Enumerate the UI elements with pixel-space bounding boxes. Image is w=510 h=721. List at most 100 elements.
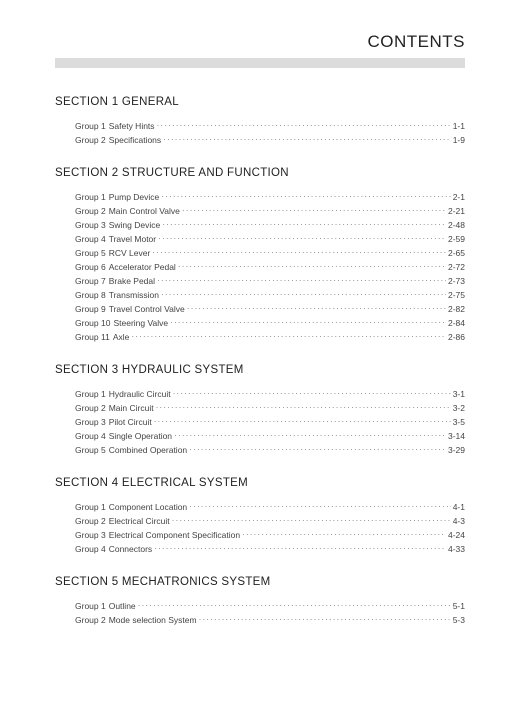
group-name: Main Control Valve xyxy=(109,204,180,218)
group-name: Accelerator Pedal xyxy=(109,260,176,274)
group-prefix: Group 11 xyxy=(75,330,110,344)
group-prefix: Group 3 xyxy=(75,218,106,232)
page-number: 2-72 xyxy=(448,260,465,274)
contents-title: CONTENTS xyxy=(55,32,465,52)
group-row: Group 1Outline5-1 xyxy=(75,599,465,613)
group-name: Mode selection System xyxy=(109,613,197,627)
group-row: Group 1Component Location4-1 xyxy=(75,500,465,514)
group-name: Single Operation xyxy=(109,429,172,443)
leader-dots xyxy=(162,217,446,231)
group-prefix: Group 1 xyxy=(75,119,106,133)
page-number: 2-59 xyxy=(448,232,465,246)
page-number: 2-48 xyxy=(448,218,465,232)
group-row: Group 6Accelerator Pedal 2-72 xyxy=(75,260,465,274)
page-number: 2-86 xyxy=(448,330,465,344)
group-list: Group 1Pump Device2-1Group 2Main Control… xyxy=(55,190,465,344)
group-row: Group 2Electrical Circuit4-3 xyxy=(75,514,465,528)
group-name: Electrical Component Specification xyxy=(109,528,240,542)
group-name: Swing Device xyxy=(109,218,161,232)
group-name: Transmission xyxy=(109,288,159,302)
group-prefix: Group 4 xyxy=(75,232,106,246)
group-row: Group 2Specifications1-9 xyxy=(75,133,465,147)
page-number: 3-2 xyxy=(453,401,465,415)
leader-dots xyxy=(156,400,451,414)
group-prefix: Group 1 xyxy=(75,387,106,401)
group-row: Group 1Pump Device2-1 xyxy=(75,190,465,204)
section-heading: SECTION 1 GENERAL xyxy=(55,96,465,108)
section-heading: SECTION 4 ELECTRICAL SYSTEM xyxy=(55,477,465,489)
leader-dots xyxy=(187,301,446,315)
page-number: 2-82 xyxy=(448,302,465,316)
leader-dots xyxy=(172,513,451,527)
leader-dots xyxy=(152,245,446,259)
group-row: Group 4Travel Motor 2-59 xyxy=(75,232,465,246)
group-name: Combined Operation xyxy=(109,443,187,457)
group-row: Group 3Electrical Component Specificatio… xyxy=(75,528,465,542)
group-prefix: Group 8 xyxy=(75,288,106,302)
group-name: Main Circuit xyxy=(109,401,154,415)
group-name: RCV Lever xyxy=(109,246,151,260)
group-prefix: Group 2 xyxy=(75,514,106,528)
sections-container: SECTION 1 GENERALGroup 1Safety Hints1-1G… xyxy=(55,96,465,627)
group-prefix: Group 1 xyxy=(75,500,106,514)
leader-dots xyxy=(178,259,446,273)
group-list: Group 1Outline5-1Group 2Mode selection S… xyxy=(55,599,465,627)
group-list: Group 1Hydraulic Circuit3-1Group 2Main C… xyxy=(55,387,465,457)
group-row: Group 4Connectors4-33 xyxy=(75,542,465,556)
group-prefix: Group 7 xyxy=(75,274,106,288)
group-row: Group 1Hydraulic Circuit3-1 xyxy=(75,387,465,401)
group-prefix: Group 6 xyxy=(75,260,106,274)
group-prefix: Group 2 xyxy=(75,401,106,415)
group-prefix: Group 5 xyxy=(75,246,106,260)
group-prefix: Group 10 xyxy=(75,316,110,330)
page-number: 2-75 xyxy=(448,288,465,302)
leader-dots xyxy=(161,287,446,301)
page-number: 4-24 xyxy=(448,528,465,542)
group-row: Group 3Swing Device 2-48 xyxy=(75,218,465,232)
page-number: 1-1 xyxy=(453,119,465,133)
page-number: 2-65 xyxy=(448,246,465,260)
group-prefix: Group 4 xyxy=(75,429,106,443)
group-row: Group 7Brake Pedal2-73 xyxy=(75,274,465,288)
page-number: 2-73 xyxy=(448,274,465,288)
group-prefix: Group 2 xyxy=(75,613,106,627)
group-prefix: Group 5 xyxy=(75,443,106,457)
leader-dots xyxy=(174,428,446,442)
group-prefix: Group 3 xyxy=(75,415,106,429)
group-name: Steering Valve xyxy=(113,316,168,330)
group-prefix: Group 3 xyxy=(75,528,106,542)
page-number: 1-9 xyxy=(453,133,465,147)
group-name: Travel Control Valve xyxy=(109,302,185,316)
leader-dots xyxy=(242,527,446,541)
section-heading: SECTION 5 MECHATRONICS SYSTEM xyxy=(55,576,465,588)
leader-dots xyxy=(189,499,451,513)
group-prefix: Group 2 xyxy=(75,204,106,218)
page-number: 5-3 xyxy=(453,613,465,627)
group-prefix: Group 4 xyxy=(75,542,106,556)
group-row: Group 3Pilot Circuit3-5 xyxy=(75,415,465,429)
page-number: 3-14 xyxy=(448,429,465,443)
group-prefix: Group 2 xyxy=(75,133,106,147)
group-prefix: Group 1 xyxy=(75,190,106,204)
page-number: 3-29 xyxy=(448,443,465,457)
leader-dots xyxy=(189,442,446,456)
group-name: Travel Motor xyxy=(109,232,156,246)
page-number: 2-84 xyxy=(448,316,465,330)
group-row: Group 1Safety Hints 1-1 xyxy=(75,119,465,133)
group-name: Safety Hints xyxy=(109,119,155,133)
group-row: Group 2Main Circuit 3-2 xyxy=(75,401,465,415)
group-name: Outline xyxy=(109,599,136,613)
section: SECTION 2 STRUCTURE AND FUNCTION Group 1P… xyxy=(55,167,465,344)
leader-dots xyxy=(161,189,450,203)
page-number: 4-3 xyxy=(453,514,465,528)
page-number: 3-1 xyxy=(453,387,465,401)
page-number: 3-5 xyxy=(453,415,465,429)
section: SECTION 4 ELECTRICAL SYSTEM Group 1Compon… xyxy=(55,477,465,556)
group-row: Group 5RCV Lever 2-65 xyxy=(75,246,465,260)
group-list: Group 1Component Location4-1Group 2Elect… xyxy=(55,500,465,556)
leader-dots xyxy=(154,541,446,555)
page-number: 5-1 xyxy=(453,599,465,613)
section-heading: SECTION 2 STRUCTURE AND FUNCTION xyxy=(55,167,465,179)
leader-dots xyxy=(173,386,451,400)
leader-dots xyxy=(182,203,446,217)
